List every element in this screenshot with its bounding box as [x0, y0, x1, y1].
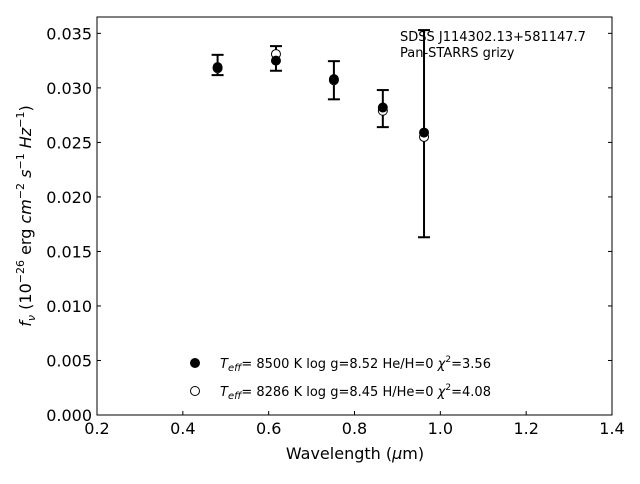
- x-ticks: 0.2 0.4 0.6 0.8 1.0 1.2 1.4: [84, 411, 625, 438]
- model-point-filled: [270, 55, 281, 66]
- y-tick-label: 0.025: [46, 133, 92, 152]
- x-tick-label: 1.4: [599, 419, 624, 438]
- x-tick-label: 1.2: [513, 419, 538, 438]
- x-tick-label: 0.6: [256, 419, 281, 438]
- legend-entry-filled: Teff= 8500 K log g=8.52 He/H=0 χ2=3.56: [220, 355, 491, 374]
- model-point-filled: [419, 127, 430, 138]
- x-tick-label: 0.4: [170, 419, 195, 438]
- model-point-filled: [212, 62, 223, 73]
- legend-marker-open: [190, 386, 200, 396]
- x-axis-label: Wavelength (μm): [286, 444, 424, 463]
- error-bars: [211, 29, 431, 239]
- legend-entry-open: Teff= 8286 K log g=8.45 H/He=0 χ2=4.08: [220, 383, 491, 402]
- annotation-object: SDSS J114302.13+581147.7: [400, 30, 586, 45]
- y-tick-label: 0.000: [46, 406, 92, 425]
- y-tick-label: 0.030: [46, 79, 92, 98]
- legend: Teff= 8500 K log g=8.52 He/H=0 χ2=3.56 T…: [190, 355, 491, 402]
- x-tick-label: 1.0: [428, 419, 453, 438]
- x-tick-label: 0.2: [84, 419, 109, 438]
- y-ticks: 0.000 0.005 0.010 0.015 0.020 0.025 0.030 0.035: [46, 24, 612, 425]
- legend-marker-filled: [190, 358, 200, 368]
- y-tick-label: 0.010: [46, 297, 92, 316]
- y-tick-label: 0.020: [46, 188, 92, 207]
- data-markers: [212, 49, 430, 142]
- model-point-filled: [377, 102, 388, 113]
- y-axis-label: fν (10−26 erg cm−2 s−1 Hz−1): [14, 105, 38, 326]
- x-tick-label: 0.8: [342, 419, 367, 438]
- y-tick-label: 0.005: [46, 351, 92, 370]
- plot-frame: [96, 16, 613, 416]
- y-tick-label: 0.035: [46, 24, 92, 43]
- y-tick-label: 0.015: [46, 242, 92, 261]
- model-point-filled: [328, 74, 339, 85]
- annotation-survey: Pan-STARRS grizy: [400, 46, 515, 61]
